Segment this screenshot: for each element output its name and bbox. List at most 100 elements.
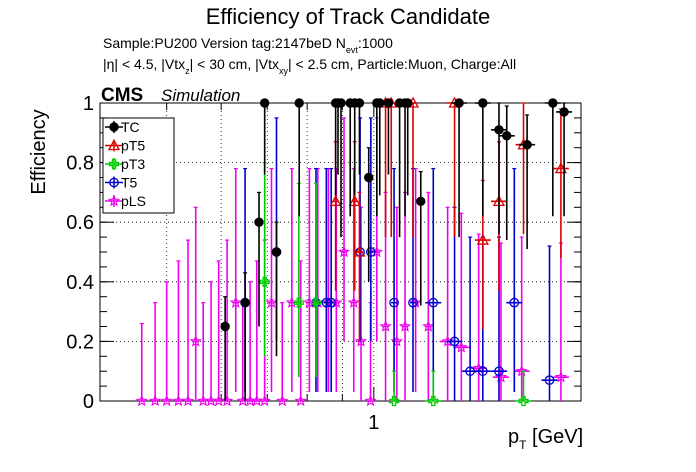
data-point-tc: [254, 217, 264, 227]
data-point-pls: [148, 394, 162, 407]
subtitle-sample: Sample:PU200 Version tag:2147beD N: [103, 35, 346, 51]
data-point-tc: [478, 98, 488, 108]
data-point-pt3: [310, 297, 322, 308]
data-point-tc: [559, 107, 569, 117]
data-point-t5: [477, 366, 488, 377]
data-point-pls: [181, 394, 195, 407]
data-point-t5: [326, 297, 337, 308]
data-point-tc: [294, 98, 304, 108]
data-point-tc: [220, 321, 230, 332]
legend-marker-t5: [109, 177, 119, 188]
cuts-part-3: | < 2.5 cm, Particle:Muon, Charge:All: [288, 56, 516, 72]
simulation-label: Simulation: [161, 86, 240, 105]
data-point-tc: [354, 98, 365, 108]
data-point-pls: [364, 394, 377, 407]
cuts-part-1: |η| < 4.5, |Vtx: [103, 56, 185, 72]
y-tick-label: 0.6: [66, 212, 94, 234]
axes: 0 0.2 0.4 0.6 0.8 1 1: [66, 93, 581, 434]
data-point-pls: [330, 296, 343, 308]
legend-label-tc: TC: [121, 119, 140, 135]
data-point-t5: [389, 297, 399, 308]
data-point-pt5: [353, 245, 366, 257]
data-point-pt3: [518, 395, 529, 407]
data-point-t5: [365, 247, 376, 257]
data-point-pls: [189, 334, 202, 347]
data-point-pt5: [329, 195, 342, 206]
data-point-tc: [383, 98, 394, 108]
data-point-pls: [265, 296, 278, 308]
subtitle-line-2: |η| < 4.5, |Vtxz| < 30 cm, |Vtxxy| < 2.5…: [103, 56, 516, 76]
data-point-pls: [172, 394, 185, 407]
x-label-unit: [GeV]: [526, 426, 583, 448]
data-marks: [135, 96, 573, 407]
data-point-t5: [544, 375, 555, 385]
y-tick-label: 0: [83, 391, 94, 413]
data-point-pls: [370, 245, 383, 258]
data-point-pt3: [293, 297, 304, 308]
data-point-tc: [375, 98, 385, 108]
data-point-pls: [160, 394, 173, 407]
data-point-tc: [240, 297, 250, 308]
data-point-tc: [494, 125, 504, 135]
legend-label-pt3: pT3: [121, 156, 145, 172]
data-point-pt3: [388, 395, 400, 407]
cuts-sub-2: xy: [279, 66, 289, 76]
data-point-pls: [455, 340, 468, 353]
y-tick-label: 0.4: [66, 272, 94, 294]
x-label-p: p: [508, 426, 519, 448]
data-point-pls: [337, 245, 351, 258]
x-tick-label: 1: [368, 412, 379, 434]
data-point-t5: [408, 297, 418, 308]
data-point-t5: [465, 366, 475, 377]
y-axis-label: Efficiency: [28, 109, 50, 194]
legend: TC pT5 pT3 T5 pLS: [102, 117, 175, 214]
legend-marker-pt5: [107, 139, 121, 151]
data-point-pls: [354, 334, 368, 347]
data-point-tc: [403, 98, 413, 108]
legend-label-t5: T5: [121, 175, 138, 191]
y-tick-label: 1: [83, 93, 94, 115]
data-point-t5: [449, 336, 460, 347]
subtitle-line-1: Sample:PU200 Version tag:2147beD Nevt:10…: [103, 35, 393, 55]
data-point-pls: [398, 320, 412, 332]
x-label-sub: T: [519, 438, 527, 452]
data-point-pls: [229, 296, 242, 308]
data-point-tc: [454, 98, 464, 108]
data-point-pt5: [348, 195, 361, 206]
x-axis-label: pT [GeV]: [508, 426, 583, 452]
legend-marker-pls: [107, 194, 121, 207]
data-point-pls: [422, 320, 435, 332]
data-point-tc: [271, 247, 282, 257]
data-point-tc: [522, 140, 532, 150]
cms-label: CMS: [101, 85, 143, 106]
data-point-pls: [379, 320, 392, 332]
cuts-sub-1: z: [185, 66, 190, 76]
data-point-t5: [428, 297, 439, 308]
data-point-t5: [509, 297, 520, 308]
data-point-tc: [364, 172, 374, 183]
legend-label-pt5: pT5: [121, 138, 145, 154]
data-point-pls: [135, 394, 148, 407]
data-point-pls: [515, 364, 528, 377]
data-point-pls: [258, 394, 271, 407]
data-point-pt3: [428, 395, 439, 407]
legend-marker-pt3: [108, 158, 120, 170]
data-point-pls: [294, 394, 307, 407]
chart-title: Efficiency of Track Candidate: [206, 4, 491, 29]
cuts-part-2: | < 30 cm, |Vtx: [190, 56, 279, 72]
legend-marker-tc: [109, 122, 119, 132]
y-tick-label: 0.8: [66, 153, 94, 175]
data-point-pls: [554, 370, 568, 383]
data-point-t5: [494, 366, 504, 377]
data-point-pt3: [259, 276, 270, 287]
data-point-tc: [502, 131, 512, 141]
data-point-tc: [336, 98, 346, 108]
data-point-pls: [347, 296, 360, 308]
legend-label-pls: pLS: [121, 193, 146, 209]
data-point-tc: [548, 98, 558, 108]
y-tick-label: 0.2: [66, 331, 94, 353]
data-point-tc: [259, 98, 270, 108]
data-point-pls: [409, 296, 422, 308]
data-point-pls: [390, 334, 404, 347]
